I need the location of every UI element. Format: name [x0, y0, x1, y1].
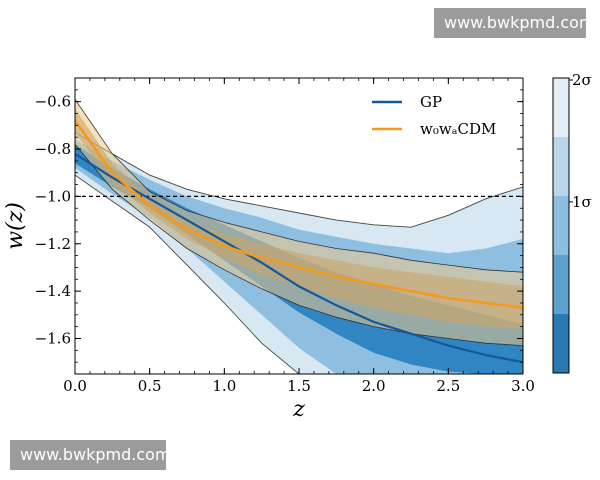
colorbar-label: 1σ	[572, 193, 592, 211]
x-tick-label: 2.5	[436, 377, 460, 395]
axes: 0.0 0.5 1.0 1.5 2.0 2.5 3.0 −0.6 −0.8 −1.0 −1.2 −1.…	[35, 77, 535, 395]
legend-label-gp: GP	[420, 93, 442, 111]
y-tick-label: −1.2	[35, 235, 71, 253]
x-tick-label: 0.0	[63, 377, 87, 395]
colorbar: 2σ 1σ	[552, 71, 592, 374]
x-tick-label: 0.5	[138, 377, 162, 395]
y-axis-title: w(z)	[3, 202, 28, 250]
colorbar-segment	[553, 255, 569, 315]
y-tick-label: −1.6	[35, 329, 71, 347]
cdm-outer-lower-contour	[75, 144, 523, 346]
series-lines	[75, 119, 523, 364]
gp-outer-lower-contour	[75, 174, 523, 374]
gp-outer-upper-contour	[75, 132, 523, 228]
cdm-mean-line	[75, 119, 523, 309]
y-tick-label: −0.8	[35, 140, 71, 158]
colorbar-segment	[553, 196, 569, 256]
x-tick-label: 1.5	[287, 377, 311, 395]
colorbar-segment	[553, 137, 569, 197]
colorbar-frame	[552, 77, 570, 374]
y-tick-label: −1.0	[35, 187, 71, 205]
x-tick-label: 1.0	[212, 377, 236, 395]
cdm-outer-upper-contour	[75, 99, 523, 273]
x-tick-label: 3.0	[511, 377, 535, 395]
colorbar-segment	[553, 78, 569, 138]
colorbar-label: 2σ	[572, 71, 592, 89]
y-tick-label: −0.6	[35, 93, 71, 111]
x-axis-title: z	[292, 397, 305, 422]
watermark-top: www.bwkpmd.com	[434, 8, 595, 38]
y-tick-label: −1.4	[35, 282, 71, 300]
x-tick-label: 2.0	[362, 377, 386, 395]
watermark-bottom: www.bwkpmd.com	[10, 440, 171, 470]
cdm-band-1sigma	[75, 108, 523, 329]
gp-mean-line	[75, 152, 523, 364]
legend-label-cdm: w₀wₐCDM	[420, 120, 496, 138]
colorbar-segment	[553, 314, 569, 374]
legend: GP w₀wₐCDM	[372, 93, 496, 138]
confidence-bands	[75, 99, 523, 374]
